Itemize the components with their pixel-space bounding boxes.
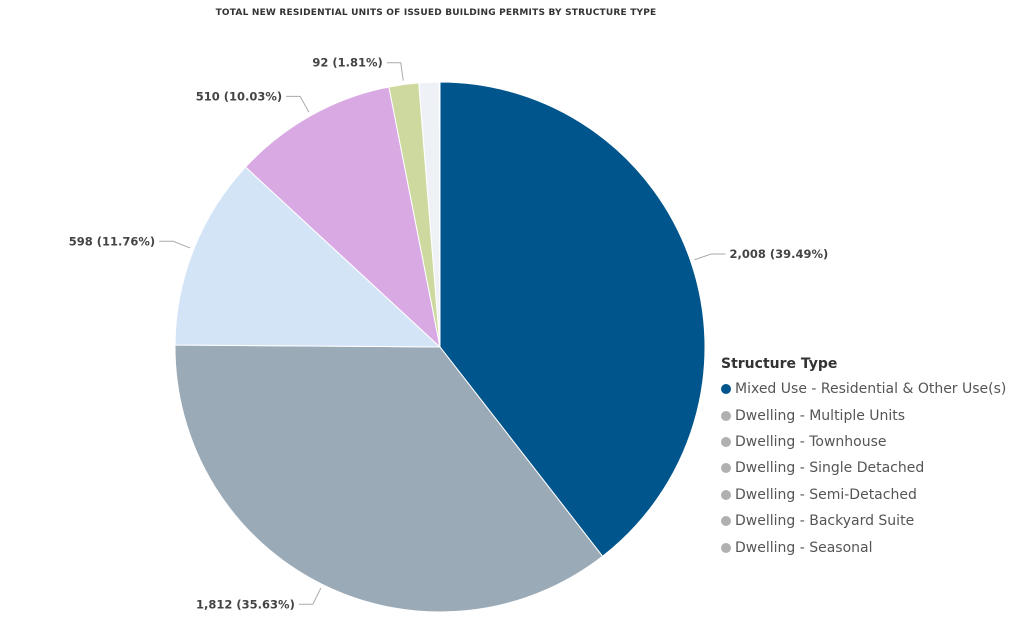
- legend-dot-icon: [721, 463, 731, 474]
- pie-slice[interactable]: [174, 166, 442, 348]
- chart-title: TOTAL NEW RESIDENTIAL UNITS OF ISSUED BU…: [215, 8, 657, 18]
- legend: Structure Type Mixed Use - Residential &…: [721, 356, 1006, 561]
- leader-line: [298, 587, 322, 605]
- legend-item[interactable]: Dwelling - Multiple Units: [721, 402, 1006, 428]
- legend-label: Mixed Use - Residential & Other Use(s): [735, 381, 1007, 398]
- legend-item[interactable]: Dwelling - Townhouse: [721, 429, 1006, 455]
- data-label: 510 (10.03%): [196, 89, 282, 103]
- legend-item[interactable]: Dwelling - Seasonal: [721, 534, 1006, 560]
- legend-label: Dwelling - Multiple Units: [735, 407, 906, 424]
- legend-dot-icon: [721, 384, 731, 395]
- legend-item[interactable]: Dwelling - Single Detached: [721, 455, 1006, 481]
- legend-label: Dwelling - Backyard Suite: [735, 513, 915, 530]
- leader-line: [159, 240, 191, 249]
- legend-label: Dwelling - Townhouse: [735, 433, 887, 450]
- pie-slice[interactable]: [438, 81, 441, 348]
- legend-dot-icon: [721, 436, 731, 447]
- legend-dot-icon: [721, 410, 731, 421]
- pie-slice[interactable]: [439, 81, 706, 557]
- legend-dot-icon: [721, 516, 731, 527]
- data-label: 598 (11.76%): [69, 234, 155, 248]
- data-label: 1,812 (35.63%): [196, 597, 295, 611]
- data-label: 92 (1.81%): [312, 56, 382, 70]
- pie-slice[interactable]: [244, 86, 441, 349]
- data-label: 2,008 (39.49%): [729, 247, 828, 261]
- legend-label: Dwelling - Single Detached: [735, 460, 925, 477]
- legend-item[interactable]: Dwelling - Backyard Suite: [721, 508, 1006, 534]
- legend-item[interactable]: Mixed Use - Residential & Other Use(s): [721, 376, 1006, 402]
- leader-line: [694, 253, 726, 261]
- legend-title: Structure Type: [721, 356, 838, 372]
- pie-slice[interactable]: [174, 344, 604, 613]
- leader-line: [386, 62, 404, 81]
- legend-label: Dwelling - Semi-Detached: [735, 486, 917, 503]
- leader-line: [286, 95, 310, 113]
- legend-item[interactable]: Dwelling - Semi-Detached: [721, 482, 1006, 508]
- legend-label: Dwelling - Seasonal: [735, 539, 873, 556]
- legend-dot-icon: [721, 489, 731, 500]
- legend-dot-icon: [721, 542, 731, 553]
